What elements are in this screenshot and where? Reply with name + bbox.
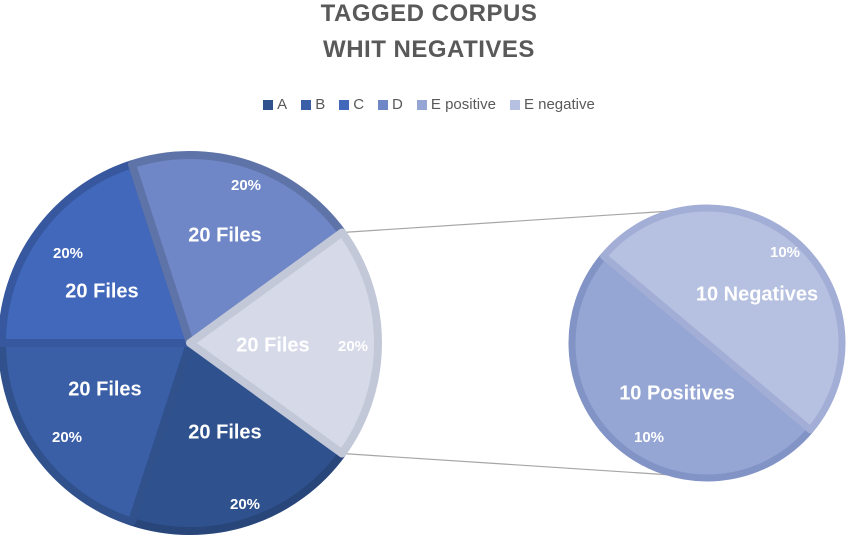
connector-line: [342, 209, 688, 234]
secondary-slice-percent-label: 10%: [770, 244, 800, 261]
slice-label: 20 Files: [188, 224, 261, 246]
legend-swatch: [416, 99, 427, 110]
pie-slice-d: [127, 151, 347, 347]
slice-percent-label: 20%: [230, 496, 260, 513]
slice-percent-label: 20%: [53, 245, 83, 262]
secondary-slice-label: 10 Positives: [619, 382, 735, 404]
legend-item: B: [301, 96, 325, 113]
legend-item: C: [339, 96, 364, 113]
slice-percent-label: 20%: [52, 429, 82, 446]
secondary-slice-percent-label: 10%: [634, 429, 664, 446]
connector-line: [342, 452, 688, 477]
legend-swatch: [378, 99, 389, 110]
chart-title: TAGGED CORPUS: [320, 0, 538, 27]
legend-swatch: [339, 99, 350, 110]
legend-swatch: [263, 99, 274, 110]
legend-item: E positive: [416, 96, 496, 113]
legend-label: B: [315, 96, 326, 113]
pie-slice-e: [186, 228, 382, 458]
chart-legend: A B C D E positive E negative: [0, 96, 858, 113]
slice-label: 20 Files: [68, 378, 141, 400]
slice-label: 20 Files: [65, 280, 138, 302]
pie-slice-a: [127, 339, 347, 535]
legend-label: E positive: [430, 96, 496, 113]
legend-item: E negative: [509, 96, 595, 113]
legend-label: A: [277, 96, 288, 113]
slice-percent-label: 20%: [231, 177, 261, 194]
secondary-slice-label: 10 Negatives: [696, 283, 818, 305]
slice-label: 20 Files: [188, 421, 261, 443]
slice-label: 20 Files: [236, 334, 309, 356]
pie-slice-e-positive: [568, 252, 814, 482]
legend-label: C: [353, 96, 365, 113]
legend-item: A: [263, 96, 287, 113]
chart-subtitle: WHIT NEGATIVES: [323, 36, 535, 63]
legend-swatch: [301, 99, 312, 110]
legend-label: E negative: [523, 96, 595, 113]
pie-slice-b: [0, 339, 194, 526]
legend-swatch: [509, 99, 520, 110]
legend-label: D: [392, 96, 403, 113]
slice-percent-label: 20%: [338, 338, 368, 355]
legend-item: D: [378, 96, 403, 113]
pie-slice-e-negative: [600, 204, 846, 434]
